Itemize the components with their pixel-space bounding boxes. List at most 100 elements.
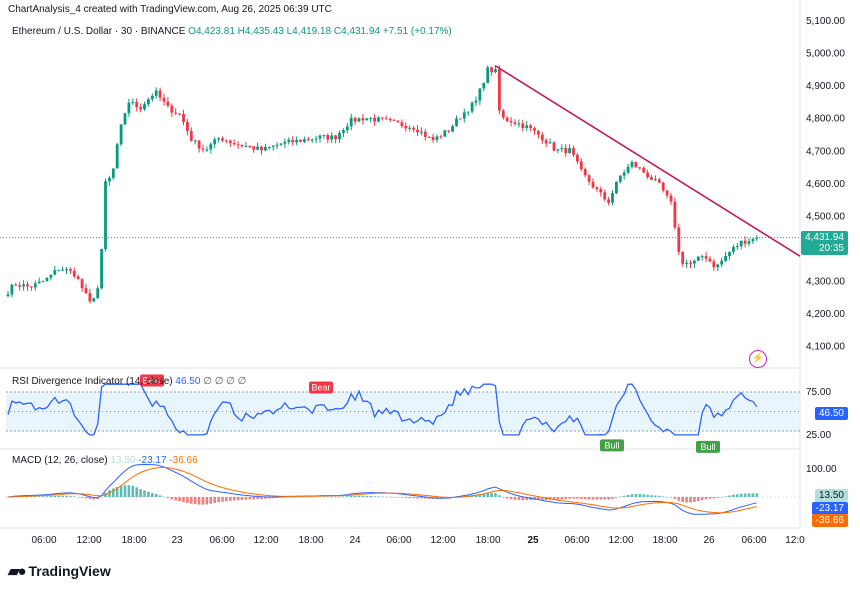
macd-histogram-bar — [615, 497, 618, 498]
macd-line-value: -23.17 — [138, 455, 167, 466]
candle-body — [735, 246, 739, 248]
macd-histogram-bar — [630, 494, 634, 497]
candle-body — [166, 101, 170, 106]
candle-body — [221, 138, 224, 141]
macd-histogram-bar — [572, 497, 575, 499]
candle-body — [587, 175, 591, 182]
time-axis-label: 12:0 — [785, 535, 805, 546]
descending-trendline[interactable] — [494, 64, 801, 257]
macd-histogram-bar — [521, 497, 525, 501]
macd-histogram-bar — [310, 496, 314, 498]
candle-body — [119, 124, 123, 145]
candle-body — [665, 190, 669, 196]
ohlc-high: H4,435.43 — [237, 26, 284, 37]
macd-histogram-bar — [330, 496, 333, 498]
divergence-label-text: Bull — [700, 442, 715, 452]
candle-body — [595, 187, 599, 190]
time-axis-label: 06:00 — [209, 535, 234, 546]
macd-histogram-bar — [303, 496, 306, 498]
candle-body — [174, 112, 178, 114]
price-axis-label: 4,700.00 — [806, 146, 845, 157]
macd-histogram-bar — [131, 485, 135, 497]
price-chart[interactable]: 75.00 25.00 Bear Bear Bull Bull 100.00 5,100.… — [0, 0, 860, 560]
macd-histogram-bar — [482, 493, 486, 497]
candle-body — [127, 102, 131, 114]
candle-body — [228, 140, 232, 143]
price-axis-label: 4,800.00 — [806, 114, 845, 125]
macd-histogram-bar — [381, 496, 384, 498]
candle-body — [100, 249, 103, 289]
candle-body — [743, 240, 747, 244]
macd-histogram-bar — [556, 497, 560, 500]
candle-body — [123, 113, 127, 125]
macd-histogram-bar — [513, 497, 517, 500]
macd-histogram-bar — [607, 497, 610, 500]
candle-body — [525, 125, 529, 128]
candle-body — [10, 284, 14, 295]
divergence-label-text: Bear — [142, 375, 161, 385]
candle-body — [474, 100, 478, 103]
rsi-axis-label: 25.00 — [806, 430, 831, 441]
candle-body — [283, 141, 287, 144]
candle-countdown: 20:35 — [818, 242, 844, 254]
macd-histogram-bar — [716, 497, 720, 498]
candle-body — [369, 118, 373, 120]
macd-histogram-bar — [424, 497, 427, 499]
ohlc-close: C4,431.94 — [333, 26, 381, 37]
price-axis-label: 4,200.00 — [806, 309, 845, 320]
candle-body — [607, 199, 610, 203]
candle-body — [739, 240, 743, 247]
candle-body — [287, 139, 291, 142]
candle-body — [322, 135, 326, 137]
candle-body — [201, 148, 205, 150]
tradingview-logo-text: TradingView — [28, 563, 111, 579]
time-axis-label: 12:00 — [608, 535, 633, 546]
candle-body — [747, 241, 751, 244]
price-axis-label: 4,300.00 — [806, 277, 845, 288]
candle-body — [256, 146, 259, 150]
macd-histogram-bar — [268, 497, 271, 499]
lightning-icon[interactable]: ⚡ — [749, 350, 767, 368]
macd-histogram-bar — [264, 497, 267, 499]
macd-histogram-bar — [373, 496, 376, 497]
candle-body — [661, 182, 665, 191]
candle-body — [611, 193, 614, 203]
ohlc-change: +7.51 (+0.17%) — [382, 26, 452, 37]
macd-histogram-bar — [322, 496, 326, 498]
divergence-label-box — [696, 440, 720, 453]
bear-divergence-label: Bear — [140, 374, 164, 387]
candle-body — [143, 104, 146, 110]
macd-histogram-bar — [166, 497, 170, 499]
macd-histogram-bar — [170, 497, 174, 500]
rsi-axis-label: 75.00 — [806, 387, 831, 398]
macd-histogram-bar — [580, 497, 583, 499]
macd-histogram-bar — [256, 497, 259, 500]
candle-body — [751, 238, 755, 242]
candle-body — [396, 120, 400, 123]
candle-body — [529, 125, 532, 129]
macd-histogram-bar — [654, 495, 657, 497]
candle-body — [279, 143, 283, 145]
candle-body — [314, 138, 318, 140]
current-price-tag: 4,431.94 20:35 — [801, 230, 848, 255]
candle-body — [244, 145, 248, 147]
candle-body — [291, 139, 295, 143]
candle-body — [443, 130, 447, 137]
macd-histogram-bar — [291, 497, 294, 498]
candle-body — [533, 128, 536, 131]
macd-histogram-bar — [708, 497, 712, 499]
candle-body — [568, 148, 571, 153]
rsi-line — [7, 383, 758, 436]
macd-histogram-bar — [693, 497, 696, 502]
macd-histogram-bar — [182, 497, 185, 502]
macd-histogram-bar — [751, 493, 755, 497]
candle-body — [513, 122, 517, 124]
rsi-title: RSI Divergence Indicator (14, close) 46.… — [12, 376, 246, 387]
macd-histogram-bar — [209, 497, 213, 504]
macd-histogram-bar — [377, 496, 380, 497]
candle-body — [435, 136, 439, 140]
candle-body — [189, 130, 193, 141]
candle-body — [599, 189, 603, 193]
candle-body — [494, 69, 497, 73]
candle-body — [732, 246, 735, 252]
